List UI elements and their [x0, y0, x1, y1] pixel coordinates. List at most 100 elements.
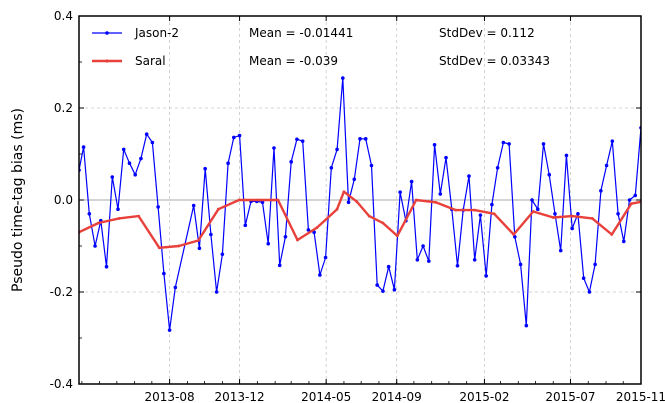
- data-point-saral: [367, 214, 371, 218]
- data-point-jason2: [197, 246, 202, 251]
- x-tick-label: 2015-11: [616, 390, 665, 403]
- data-point-saral: [296, 238, 299, 242]
- data-point-jason2: [346, 200, 351, 205]
- x-tick-label: 2015-02: [459, 390, 509, 403]
- data-point-jason2: [518, 262, 523, 267]
- data-point-saral: [434, 200, 438, 204]
- data-point-saral: [276, 198, 280, 202]
- data-point-saral: [414, 198, 418, 202]
- data-point-jason2: [432, 143, 437, 147]
- data-point-jason2: [524, 323, 529, 328]
- data-point-saral: [315, 226, 319, 230]
- data-point-saral: [395, 234, 399, 238]
- data-point-jason2: [564, 153, 569, 158]
- data-point-jason2: [513, 235, 517, 239]
- y-tick-label: 0.0: [54, 193, 73, 207]
- data-point-jason2: [593, 262, 597, 267]
- y-tick-label: 0.2: [54, 101, 73, 115]
- legend-mean-jason2: Mean = -0.01441: [249, 26, 353, 40]
- data-point-jason2: [427, 259, 431, 263]
- data-point-jason2: [530, 198, 534, 202]
- data-point-saral: [381, 221, 385, 225]
- data-point-jason2: [535, 207, 540, 211]
- data-point-saral: [473, 208, 477, 212]
- data-point-jason2: [295, 137, 299, 142]
- legend-label-jason2: Jason-2: [134, 26, 179, 40]
- y-axis-label: Pseudo time-tag bias (ms): [10, 108, 26, 292]
- data-point-saral: [157, 246, 161, 250]
- legend-stddev-jason2: StdDev = 0.112: [439, 26, 535, 40]
- data-point-jason2: [283, 235, 288, 239]
- legend-mean-saral: Mean = -0.039: [249, 54, 338, 68]
- series-jason2: [79, 76, 655, 332]
- data-point-saral: [512, 233, 516, 236]
- data-point-jason2: [237, 133, 242, 138]
- data-point-jason2: [553, 212, 557, 216]
- data-point-jason2: [392, 287, 397, 292]
- data-point-jason2: [604, 163, 609, 168]
- data-point-saral: [610, 233, 614, 236]
- y-tick-label: -0.4: [50, 377, 73, 391]
- data-point-jason2: [323, 255, 328, 260]
- legend-label-saral: Saral: [135, 54, 166, 68]
- data-point-jason2: [81, 145, 86, 149]
- data-point-jason2: [587, 290, 592, 294]
- data-point-jason2: [438, 192, 443, 196]
- data-point-saral: [256, 198, 260, 202]
- x-tick-label: 2015-07: [545, 390, 595, 403]
- data-point-jason2: [243, 223, 248, 228]
- data-point-jason2: [495, 166, 500, 170]
- data-point-jason2: [444, 155, 448, 160]
- data-point-jason2: [104, 264, 109, 269]
- data-point-jason2: [484, 274, 488, 278]
- data-point-jason2: [651, 214, 655, 218]
- data-point-jason2: [541, 142, 546, 146]
- data-point-jason2: [318, 273, 322, 277]
- data-point-jason2: [335, 147, 339, 152]
- data-point-jason2: [306, 228, 311, 232]
- data-point-jason2: [621, 239, 626, 244]
- series-saral: [79, 190, 641, 250]
- data-point-jason2: [610, 139, 615, 143]
- x-tick-label: 2013-12: [215, 390, 265, 403]
- data-point-saral: [137, 214, 141, 218]
- data-point-jason2: [266, 241, 271, 246]
- data-point-jason2: [162, 271, 166, 276]
- y-tick-label: -0.2: [50, 285, 73, 299]
- data-point-jason2: [191, 203, 196, 208]
- data-point-jason2: [478, 213, 483, 217]
- data-point-jason2: [340, 76, 345, 80]
- data-point-jason2: [87, 212, 92, 216]
- data-point-saral: [590, 217, 594, 220]
- data-point-jason2: [467, 174, 471, 178]
- data-point-jason2: [645, 196, 649, 200]
- series-layer: [79, 76, 655, 332]
- legend: Jason-2 Mean = -0.01441 StdDev = 0.112 S…: [92, 26, 550, 68]
- data-point-jason2: [358, 137, 362, 141]
- data-point-jason2: [214, 290, 219, 294]
- data-point-jason2: [116, 207, 120, 211]
- data-point-jason2: [289, 160, 293, 164]
- data-point-saral: [454, 208, 458, 212]
- data-point-jason2: [127, 161, 132, 165]
- data-point-jason2: [220, 252, 225, 257]
- axis-ticks: -0.4 -0.2 0.0 0.2 0.4 2013-08 2013-12 2014-05 20…: [50, 9, 665, 403]
- data-point-jason2: [576, 212, 580, 216]
- data-point-jason2: [300, 139, 305, 143]
- data-point-jason2: [398, 190, 402, 194]
- data-point-saral: [335, 207, 339, 211]
- legend-marker-jason2: [105, 31, 109, 35]
- x-tick-label: 2014-05: [301, 390, 351, 403]
- data-point-saral: [531, 210, 535, 213]
- data-point-jason2: [150, 140, 155, 145]
- data-point-saral: [342, 190, 346, 194]
- data-point-jason2: [455, 263, 460, 268]
- data-point-jason2: [375, 283, 380, 287]
- legend-stddev-saral: StdDev = 0.03343: [439, 54, 550, 68]
- data-point-saral: [216, 207, 220, 211]
- data-point-jason2: [139, 156, 143, 161]
- data-point-jason2: [381, 289, 385, 293]
- data-point-saral: [177, 244, 181, 248]
- x-tick-label: 2014-09: [372, 390, 422, 403]
